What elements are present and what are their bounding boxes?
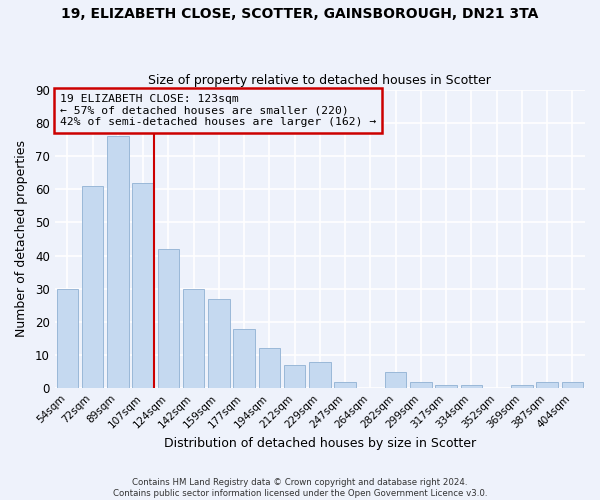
Bar [385,372,406,388]
Bar [56,288,78,388]
Bar [107,136,128,388]
Text: 19 ELIZABETH CLOSE: 123sqm
← 57% of detached houses are smaller (220)
42% of sem: 19 ELIZABETH CLOSE: 123sqm ← 57% of deta… [60,94,376,127]
Text: 19, ELIZABETH CLOSE, SCOTTER, GAINSBOROUGH, DN21 3TA: 19, ELIZABETH CLOSE, SCOTTER, GAINSBOROU… [61,8,539,22]
Bar [436,385,457,388]
Title: Size of property relative to detached houses in Scotter: Size of property relative to detached ho… [148,74,491,87]
Bar [183,288,205,388]
Bar [259,348,280,389]
Bar [284,365,305,388]
Bar [334,382,356,388]
Bar [208,298,230,388]
Bar [511,385,533,388]
Bar [82,186,103,388]
Bar [410,382,431,388]
Bar [536,382,558,388]
Bar [233,328,255,388]
Bar [158,249,179,388]
Text: Contains HM Land Registry data © Crown copyright and database right 2024.
Contai: Contains HM Land Registry data © Crown c… [113,478,487,498]
Y-axis label: Number of detached properties: Number of detached properties [15,140,28,338]
X-axis label: Distribution of detached houses by size in Scotter: Distribution of detached houses by size … [164,437,476,450]
Bar [133,182,154,388]
Bar [461,385,482,388]
Bar [309,362,331,388]
Bar [562,382,583,388]
